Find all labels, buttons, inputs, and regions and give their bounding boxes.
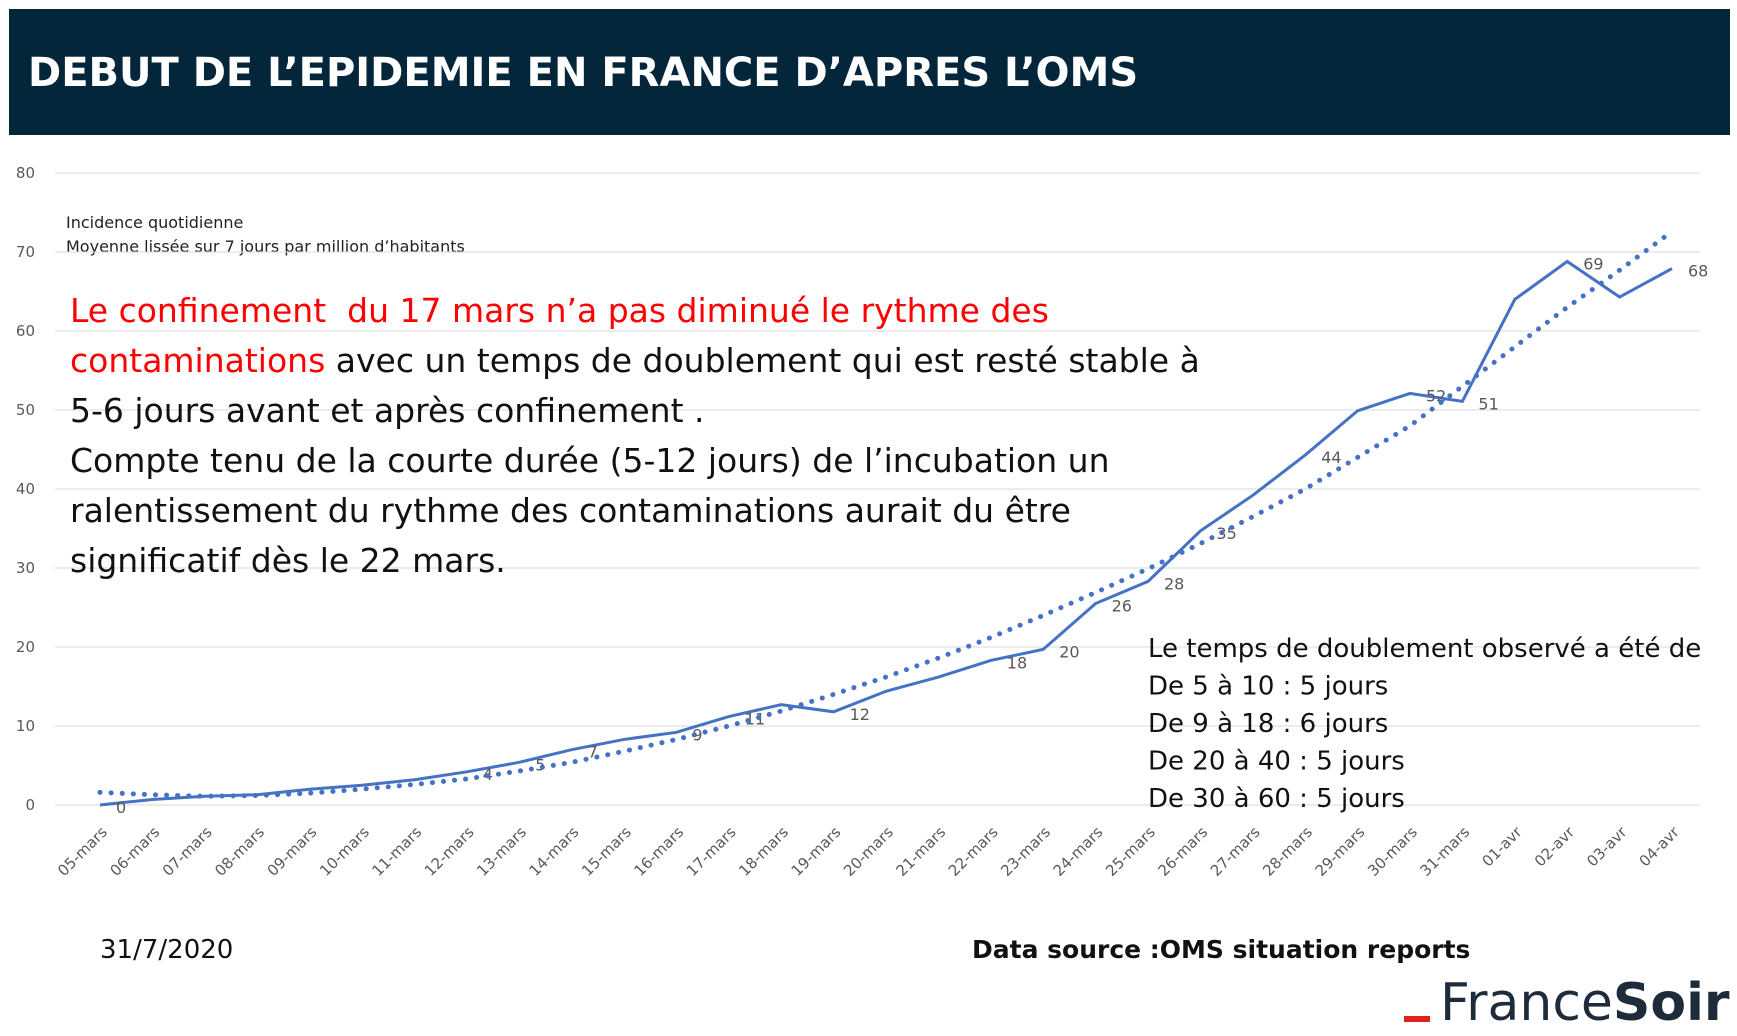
x-tick-label: 08-mars (211, 823, 268, 880)
x-tick-label: 13-mars (473, 823, 530, 880)
x-tick-label: 12-mars (421, 823, 478, 880)
x-tick-label: 27-mars (1207, 823, 1264, 880)
x-tick-label: 10-mars (316, 823, 373, 880)
y-tick-label: 30 (16, 559, 35, 577)
page-title: DEBUT DE L’EPIDEMIE EN FRANCE D’APRES L’… (28, 50, 1138, 96)
y-tick-label: 0 (25, 796, 35, 814)
y-tick-label: 60 (16, 322, 35, 340)
data-label: 18 (1007, 653, 1027, 672)
annotation-segment: contaminations (70, 341, 325, 380)
doubling-note: De 5 à 10 : 5 jours (1148, 672, 1388, 702)
doubling-note: De 20 à 40 : 5 jours (1148, 747, 1405, 777)
x-tick-label: 30-mars (1364, 823, 1421, 880)
annotation-line: contaminations avec un temps de doubleme… (70, 341, 1200, 380)
doubling-note: De 9 à 18 : 6 jours (1148, 709, 1388, 739)
data-label: 44 (1321, 448, 1341, 467)
x-tick-label: 06-mars (106, 823, 163, 880)
data-label: 9 (692, 725, 702, 744)
x-tick-label: 07-mars (159, 823, 216, 880)
chart-subtitle: Moyenne lissée sur 7 jours par million d… (66, 237, 465, 256)
x-tick-label: 09-mars (264, 823, 321, 880)
x-tick-label: 31-mars (1416, 823, 1473, 880)
annotation-segment: avec un temps de doublement qui est rest… (325, 341, 1200, 380)
x-tick-label: 14-mars (526, 823, 583, 880)
data-label: 0 (116, 798, 126, 817)
data-label: 20 (1059, 642, 1079, 661)
doubling-note: Le temps de doublement observé a été de (1148, 634, 1701, 664)
data-label: 28 (1164, 574, 1184, 593)
x-tick-label: 25-mars (1102, 823, 1159, 880)
annotation-segment: 5-6 jours avant et après confinement . (70, 391, 705, 430)
y-tick-label: 50 (16, 401, 35, 419)
y-tick-label: 70 (16, 243, 35, 261)
x-tick-label: 17-mars (683, 823, 740, 880)
data-label: 68 (1688, 262, 1708, 281)
x-tick-label: 18-mars (735, 823, 792, 880)
x-tick-label: 23-mars (997, 823, 1054, 880)
annotation-segment: ralentissement du rythme des contaminati… (70, 491, 1071, 530)
y-tick-label: 20 (16, 638, 35, 656)
header-bar (9, 9, 1730, 135)
logo-part: Soir (1613, 973, 1730, 1033)
annotation-line: 5-6 jours avant et après confinement . (70, 391, 705, 430)
x-tick-label: 15-mars (578, 823, 635, 880)
logo-mark (1404, 1016, 1430, 1022)
x-tick-label: 20-mars (840, 823, 897, 880)
chart-subtitle: Incidence quotidienne (66, 213, 243, 232)
logo-part: France (1440, 973, 1613, 1033)
y-tick-label: 80 (16, 164, 35, 182)
data-source: Data source :OMS situation reports (972, 935, 1470, 964)
y-tick-label: 40 (16, 480, 35, 498)
x-tick-label: 02-avr (1531, 823, 1579, 871)
annotation-segment: significatif dès le 22 mars. (70, 541, 506, 580)
x-tick-label: 04-avr (1636, 823, 1684, 871)
annotation-line: significatif dès le 22 mars. (70, 541, 506, 580)
y-tick-label: 10 (16, 717, 35, 735)
annotation-line: Le confinement du 17 mars n’a pas diminu… (70, 291, 1049, 330)
x-tick-label: 01-avr (1478, 823, 1526, 871)
data-label: 69 (1583, 254, 1603, 273)
data-label: 7 (588, 743, 598, 762)
date: 31/7/2020 (100, 935, 233, 965)
x-tick-label: 19-mars (788, 823, 845, 880)
x-tick-label: 05-mars (54, 823, 111, 880)
annotation-segment: Le confinement du 17 mars n’a pas diminu… (70, 291, 1049, 330)
series-line (99, 259, 1673, 807)
x-tick-label: 24-mars (1050, 823, 1107, 880)
doubling-note: De 30 à 60 : 5 jours (1148, 784, 1405, 814)
x-tick-label: 22-mars (945, 823, 1002, 880)
logo: FranceSoir (1440, 973, 1730, 1033)
data-label: 51 (1478, 394, 1498, 413)
annotation-line: ralentissement du rythme des contaminati… (70, 491, 1071, 530)
x-tick-label: 03-avr (1583, 823, 1631, 871)
data-label: 5 (535, 755, 545, 774)
x-tick-label: 26-mars (1154, 823, 1211, 880)
data-label: 11 (745, 710, 765, 729)
x-tick-label: 11-mars (368, 823, 425, 880)
series-line (97, 228, 1675, 799)
annotation-segment: Compte tenu de la courte durée (5-12 jou… (70, 441, 1109, 480)
x-tick-label: 21-mars (892, 823, 949, 880)
x-tick-label: 16-mars (630, 823, 687, 880)
annotation-line: Compte tenu de la courte durée (5-12 jou… (70, 441, 1109, 480)
data-label: 12 (850, 705, 870, 724)
x-tick-label: 29-mars (1312, 823, 1369, 880)
data-label: 26 (1112, 597, 1132, 616)
x-tick-label: 28-mars (1259, 823, 1316, 880)
